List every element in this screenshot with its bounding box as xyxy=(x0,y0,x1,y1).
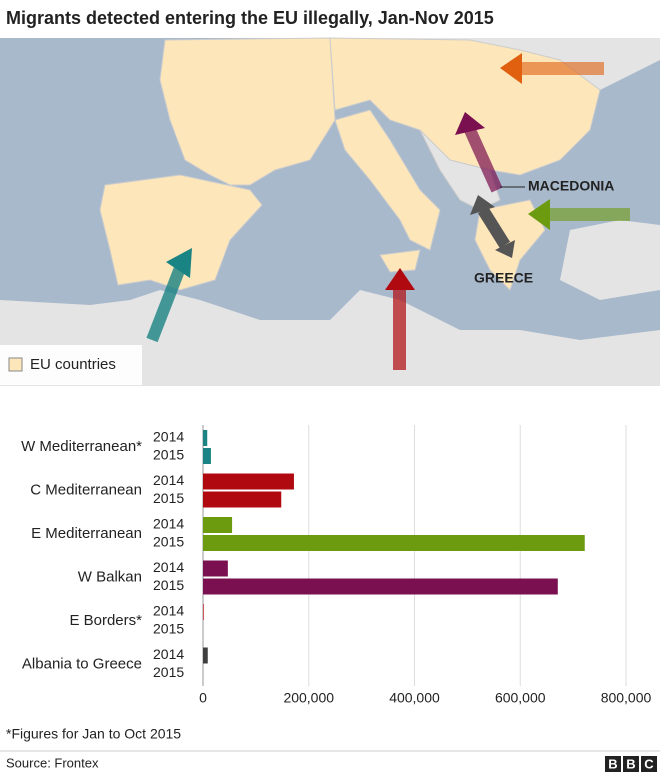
legend-box xyxy=(0,345,142,385)
route-arrows xyxy=(146,53,630,370)
bar xyxy=(203,491,282,508)
x-tick-label: 600,000 xyxy=(495,690,546,706)
category-label: W Balkan xyxy=(78,568,142,585)
source: Source: Frontex xyxy=(6,755,99,770)
logo-box xyxy=(605,756,621,772)
category-label: W Mediterranean* xyxy=(21,438,142,455)
france xyxy=(159,37,336,186)
series-label: 2014 xyxy=(153,472,184,488)
x-tick-label: 0 xyxy=(199,690,207,706)
bar xyxy=(203,535,585,551)
iberia xyxy=(99,174,263,291)
x-tick-label: 800,000 xyxy=(601,690,652,706)
arrow xyxy=(455,112,503,193)
series-label: 2015 xyxy=(153,577,184,593)
series-label: 2015 xyxy=(153,621,184,637)
sicily xyxy=(379,249,421,273)
logo-letter: B xyxy=(626,756,635,771)
map: MACEDONIA GREECE EU countries xyxy=(0,37,660,386)
legend-label: EU countries xyxy=(30,356,116,373)
series-label: 2014 xyxy=(153,516,184,532)
bar xyxy=(203,448,211,464)
arrow xyxy=(500,53,604,84)
bar xyxy=(203,473,294,490)
series-label: 2014 xyxy=(153,646,184,662)
legend-swatch xyxy=(8,357,23,372)
category-label: E Borders* xyxy=(69,612,142,629)
bar xyxy=(203,578,558,595)
series-label: 2015 xyxy=(153,490,184,506)
logo-letter: C xyxy=(644,756,654,771)
bar xyxy=(203,517,233,533)
x-tick-label: 400,000 xyxy=(389,690,440,706)
series-label: 2015 xyxy=(153,534,184,550)
turkey xyxy=(560,220,660,300)
category-label: Albania to Greece xyxy=(22,655,142,672)
category-label: C Mediterranean xyxy=(30,481,142,498)
arrow xyxy=(146,248,192,343)
title: Migrants detected entering the EU illega… xyxy=(6,8,494,28)
x-tick-label: 200,000 xyxy=(283,690,334,706)
series-label: 2014 xyxy=(153,429,184,445)
footnote: *Figures for Jan to Oct 2015 xyxy=(6,726,181,742)
logo-box xyxy=(623,756,639,772)
bar xyxy=(203,560,228,577)
arrow xyxy=(528,199,630,230)
arrow xyxy=(385,268,415,370)
bar-chart: 0 200,000 400,000 600,000 800,000 W Mediterra… xyxy=(21,425,652,706)
series-label: 2015 xyxy=(153,447,184,463)
category-label: E Mediterranean xyxy=(31,525,142,542)
arrow xyxy=(470,195,515,258)
logo-letter: B xyxy=(608,756,617,771)
map-label: MACEDONIA xyxy=(528,178,614,194)
logo-box xyxy=(641,756,657,772)
italy xyxy=(334,109,441,251)
series-label: 2014 xyxy=(153,559,184,575)
land xyxy=(0,38,660,90)
bar xyxy=(203,647,208,664)
map-label: GREECE xyxy=(474,270,533,286)
bar xyxy=(203,604,204,620)
series-label: 2015 xyxy=(153,664,184,680)
series-label: 2014 xyxy=(153,603,184,619)
bar xyxy=(203,430,208,446)
